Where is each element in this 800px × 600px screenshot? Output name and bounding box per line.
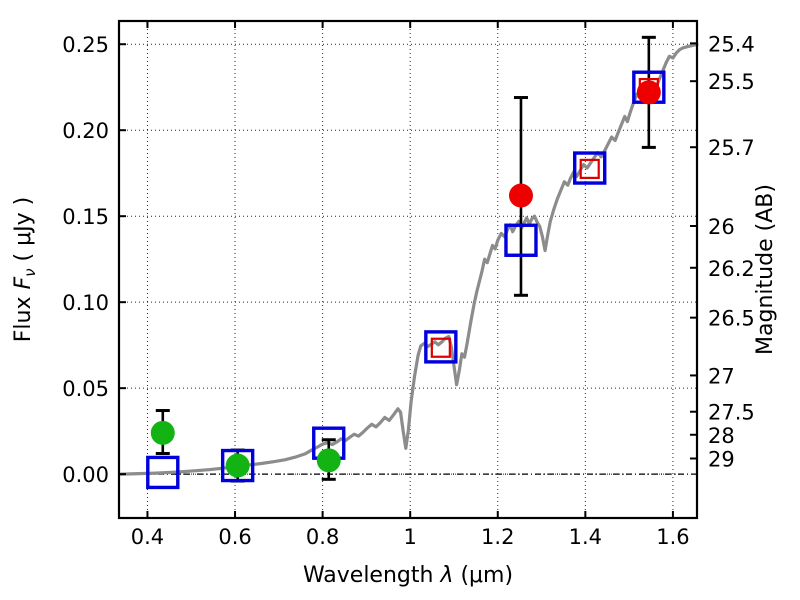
magnitude-tick-label: 27 <box>708 364 735 388</box>
axis-labels: Wavelength λ (μm) Flux Fν ( μJy ) Magnitud… <box>11 184 778 588</box>
y-tick-label: 0.10 <box>62 291 109 315</box>
magnitude-tick-label: 29 <box>708 447 735 471</box>
magnitude-tick-label: 27.5 <box>708 401 755 425</box>
x-tick-label: 1 <box>404 525 417 549</box>
magnitude-tick-label: 25.5 <box>708 70 755 94</box>
tick-labels: 0.4 0.6 0.8 1 1.2 1.4 1.6 0.00 0.05 0.10 0.15 0.20 0… <box>62 32 755 549</box>
x-tick-label: 1.6 <box>656 525 689 549</box>
magnitude-tick-label: 25.4 <box>708 32 755 56</box>
data-markers <box>146 70 666 490</box>
y-tick-label: 0.15 <box>62 205 109 229</box>
error-bars <box>155 35 656 483</box>
x-tick-label: 0.6 <box>218 525 251 549</box>
x-tick-label: 1.2 <box>481 525 514 549</box>
model-spectrum-curve <box>119 42 699 476</box>
y-tick-label: 0.25 <box>62 33 109 57</box>
y-tick-label: 0.05 <box>62 377 109 401</box>
magnitude-tick-label: 26.5 <box>708 307 755 331</box>
x-tick-label: 1.4 <box>569 525 602 549</box>
magnitude-tick-label: 25.7 <box>708 136 755 160</box>
y-tick-label: 0.00 <box>62 463 109 487</box>
axes-frame <box>117 19 699 520</box>
grid-lines <box>119 21 697 518</box>
magnitude-tick-label: 26.2 <box>708 257 755 281</box>
y-tick-label: 0.20 <box>62 119 109 143</box>
y2-axis-label: Magnitude (AB) <box>753 184 778 355</box>
x-axis-label: Wavelength λ (μm) <box>303 563 513 588</box>
y-axis-label: Flux Fν ( μJy ) <box>11 197 39 342</box>
x-tick-label: 0.4 <box>131 525 164 549</box>
magnitude-tick-label: 26 <box>708 215 735 239</box>
tick-marks <box>119 21 697 518</box>
x-tick-label: 0.8 <box>306 525 339 549</box>
magnitude-tick-label: 28 <box>708 424 735 448</box>
